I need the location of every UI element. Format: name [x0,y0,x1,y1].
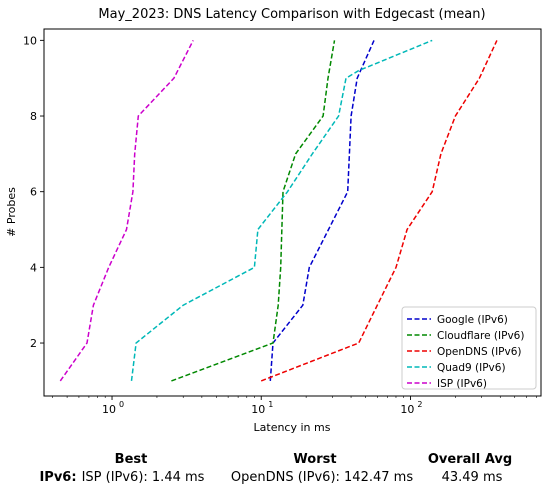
summary-table: Best Worst Overall Avg IPv6: ISP (IPv6):… [0,448,548,496]
series-line-3 [130,39,433,381]
summary-row-label: IPv6: [39,470,77,485]
y-tick-label-0: 2 [30,337,37,350]
x-axis-label: Latency in ms [254,421,331,434]
legend-label-3: Quad9 (IPv6) [437,362,506,374]
x-tick-label-0: 10 [102,403,116,416]
x-tick-exponent-0: 0 [119,400,124,409]
plot-frame [43,28,542,397]
y-tick-label-3: 8 [30,110,37,123]
y-tick-label-2: 6 [30,186,37,199]
summary-best-value: ISP (IPv6): 1.44 ms [81,470,205,485]
series-line-1 [171,40,336,382]
chart-title: May_2023: DNS Latency Comparison with Ed… [98,7,485,22]
series-line-4 [59,40,194,382]
x-tick-exponent-1: 1 [268,400,273,409]
y-axis-ticks: 2 4 6 8 10 [23,34,44,350]
x-tick-label-1: 10 [251,403,265,416]
legend: Google (IPv6) Cloudflare (IPv6) OpenDNS (I… [401,306,537,390]
x-tick-exponent-2: 2 [417,400,422,409]
latency-chart: May_2023: DNS Latency Comparison with Ed… [5,7,542,434]
summary-worst-value: OpenDNS (IPv6): 142.47 ms [230,470,414,485]
legend-label-0: Google (IPv6) [437,314,508,326]
legend-box [401,306,537,390]
series-lines [59,39,498,382]
y-axis-label: # Probes [5,187,18,237]
series-line-2 [260,40,498,382]
legend-label-4: ISP (IPv6) [437,378,487,390]
x-tick-label-2: 10 [400,403,414,416]
x-axis-ticks: 10 0 10 1 10 2 [52,396,537,416]
summary-header-best: Best [114,452,148,467]
legend-label-2: OpenDNS (IPv6) [437,346,522,358]
legend-label-1: Cloudflare (IPv6) [437,330,524,342]
summary-avg-value: 43.49 ms [441,470,503,485]
y-tick-label-1: 4 [30,261,37,274]
summary-header-worst: Worst [293,452,337,467]
y-tick-label-4: 10 [23,34,37,47]
series-line-0 [269,40,375,381]
summary-header-avg: Overall Avg [427,452,513,467]
